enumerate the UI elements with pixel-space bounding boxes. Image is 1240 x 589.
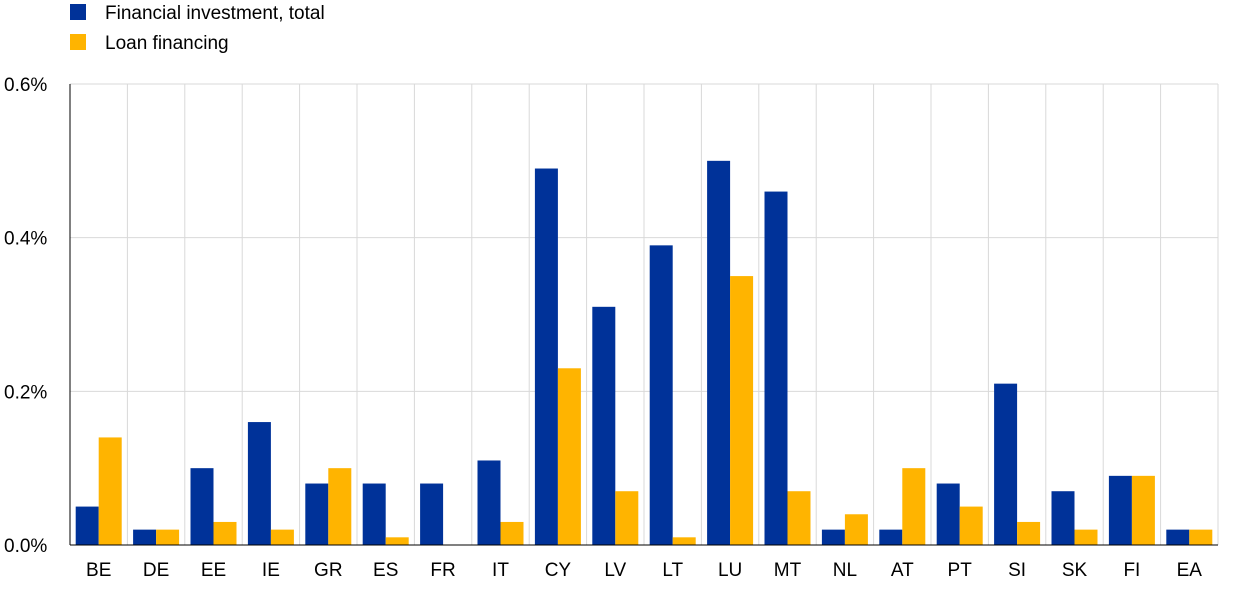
legend-item-financial-investment: Financial investment, total (70, 3, 325, 24)
x-tick-label-si: SI (1008, 560, 1026, 581)
bar-financial-investment-de (133, 529, 157, 545)
x-tick-label-fr: FR (430, 560, 455, 581)
bar-financial-investment-nl (821, 529, 845, 545)
x-axis-tick-labels: BE DE EE IE GR ES FR IT CY LV LT LU MT NL AT PT SI SK FI EA (86, 560, 1202, 581)
y-tick-label: 0.4% (4, 229, 47, 250)
bar-loan-financing-nl (844, 514, 868, 545)
x-tick-label-sk: SK (1062, 560, 1088, 581)
bar-financial-investment-pt (936, 483, 960, 545)
y-tick-label: 0.0% (4, 536, 47, 557)
legend-label-loan-financing: Loan financing (105, 33, 229, 54)
y-tick-label: 0.2% (4, 382, 47, 403)
bar-loan-financing-lv (615, 491, 639, 545)
bar-loan-financing-si (1017, 521, 1041, 545)
bars (75, 160, 1213, 546)
x-tick-label-lt: LT (662, 560, 683, 581)
bar-financial-investment-at (879, 529, 903, 545)
x-tick-label-ee: EE (201, 560, 226, 581)
bar-financial-investment-fr (420, 483, 444, 545)
x-tick-label-ea: EA (1177, 560, 1203, 581)
bar-loan-financing-gr (328, 468, 352, 545)
x-tick-label-cy: CY (545, 560, 572, 581)
bar-financial-investment-lt (649, 245, 673, 545)
bar-loan-financing-de (156, 529, 180, 545)
x-tick-label-de: DE (143, 560, 169, 581)
bar-financial-investment-ea (1166, 529, 1190, 545)
bar-loan-financing-at (902, 468, 926, 545)
legend-label-financial-investment: Financial investment, total (105, 3, 325, 24)
bar-financial-investment-mt (764, 191, 788, 546)
bar-loan-financing-mt (787, 491, 811, 545)
bar-financial-investment-it (477, 460, 501, 545)
bar-loan-financing-fi (1131, 475, 1155, 545)
bar-loan-financing-it (500, 521, 524, 545)
bar-loan-financing-es (385, 537, 409, 545)
y-tick-label: 0.6% (4, 75, 47, 96)
x-tick-label-fi: FI (1123, 560, 1140, 581)
bar-financial-investment-gr (305, 483, 329, 545)
legend: Financial investment, total Loan financi… (70, 3, 325, 54)
bar-loan-financing-pt (959, 506, 983, 545)
legend-swatch-financial-investment (70, 4, 86, 20)
bar-loan-financing-be (98, 437, 122, 545)
x-tick-label-be: BE (86, 560, 111, 581)
bar-financial-investment-ie (247, 422, 271, 545)
x-tick-label-at: AT (891, 560, 914, 581)
bar-financial-investment-fi (1108, 475, 1132, 545)
bar-loan-financing-ea (1189, 529, 1213, 545)
x-tick-label-mt: MT (774, 560, 802, 581)
bar-financial-investment-lu (707, 160, 731, 546)
bar-financial-investment-be (75, 506, 99, 545)
x-tick-label-ie: IE (262, 560, 280, 581)
x-tick-label-lu: LU (718, 560, 742, 581)
bar-loan-financing-sk (1074, 529, 1098, 545)
bar-loan-financing-ee (213, 521, 237, 545)
bar-loan-financing-cy (557, 368, 581, 545)
bar-loan-financing-ie (270, 529, 294, 545)
gridlines (70, 83, 1219, 545)
x-tick-label-nl: NL (833, 560, 857, 581)
bar-financial-investment-cy (534, 168, 558, 545)
x-tick-label-lv: LV (604, 560, 626, 581)
bar-financial-investment-lv (592, 306, 616, 545)
bar-financial-investment-si (994, 383, 1018, 545)
bar-financial-investment-ee (190, 468, 214, 545)
x-tick-label-es: ES (373, 560, 398, 581)
legend-item-loan-financing: Loan financing (70, 33, 229, 54)
bar-financial-investment-es (362, 483, 386, 545)
x-tick-label-gr: GR (314, 560, 343, 581)
x-tick-label-pt: PT (948, 560, 973, 581)
legend-swatch-loan-financing (70, 34, 86, 50)
bar-loan-financing-lu (730, 276, 754, 545)
x-tick-label-it: IT (492, 560, 509, 581)
bar-loan-financing-lt (672, 537, 696, 545)
axes (69, 84, 1218, 546)
bar-financial-investment-sk (1051, 491, 1075, 545)
y-axis-tick-labels: 0.0% 0.2% 0.4% 0.6% (4, 75, 47, 557)
